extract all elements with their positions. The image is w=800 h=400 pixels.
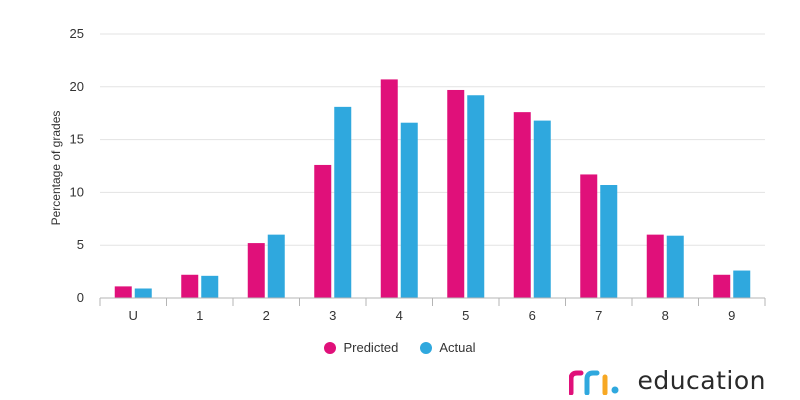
bar-actual-2	[267, 234, 285, 298]
y-tick-label: 10	[70, 184, 84, 199]
bar-predicted-2	[247, 243, 265, 298]
bar-actual-6	[533, 120, 551, 298]
legend-item-actual[interactable]: Actual	[420, 340, 476, 355]
brand-logo: education	[569, 366, 766, 395]
y-tick-label: 0	[77, 290, 84, 305]
legend-label-actual: Actual	[439, 340, 476, 355]
bar-predicted-6	[513, 112, 531, 298]
x-tick-label: 4	[396, 308, 403, 323]
logo-mark-icon	[569, 370, 619, 395]
bar-actual-3	[334, 106, 352, 298]
y-tick-label: 15	[70, 132, 84, 147]
legend-marker-actual	[420, 341, 433, 354]
bar-predicted-7	[580, 174, 598, 298]
x-tick-label: 3	[329, 308, 336, 323]
y-tick-label: 20	[70, 79, 84, 94]
legend-label-predicted: Predicted	[343, 340, 399, 355]
x-tick-label: 2	[263, 308, 270, 323]
bar-predicted-1	[181, 274, 199, 298]
x-tick-label: 8	[662, 308, 669, 323]
bar-predicted-4	[380, 79, 398, 299]
logo-text: education	[637, 366, 766, 395]
bar-chart: 0 5 10 15 20 25 U 1 2 3 4 5 6 7 8 9 Percentage of grad…	[49, 26, 766, 323]
bar-predicted-9	[713, 274, 731, 298]
bar-actual-1	[201, 275, 219, 298]
y-tick-label: 5	[77, 237, 84, 252]
y-axis-ticks: 0 5 10 15 20 25	[70, 26, 84, 305]
x-tick-label: 1	[196, 308, 203, 323]
bar-predicted-3	[314, 164, 332, 298]
bar-actual-7	[600, 185, 618, 298]
x-axis: U 1 2 3 4 5 6 7 8 9	[99, 297, 766, 323]
bar-actual-u	[134, 288, 152, 298]
bar-predicted-8	[646, 234, 664, 298]
gridlines	[100, 33, 765, 246]
x-tick-label: 9	[728, 308, 735, 323]
bars	[114, 79, 751, 299]
bar-actual-8	[666, 235, 684, 298]
legend-marker-predicted	[324, 341, 337, 354]
x-tick-label: 5	[462, 308, 469, 323]
x-tick-label: U	[129, 308, 138, 323]
y-tick-label: 25	[70, 26, 84, 41]
x-tick-label: 7	[595, 308, 602, 323]
legend: Predicted Actual	[0, 340, 800, 355]
bar-actual-9	[733, 270, 751, 298]
bar-predicted-5	[447, 89, 465, 298]
y-axis-label: Percentage of grades	[49, 111, 63, 226]
x-tick-label: 6	[529, 308, 536, 323]
bar-predicted-u	[114, 286, 132, 298]
legend-item-predicted[interactable]: Predicted	[324, 340, 398, 355]
bar-actual-4	[400, 122, 418, 298]
bar-actual-5	[467, 95, 485, 298]
